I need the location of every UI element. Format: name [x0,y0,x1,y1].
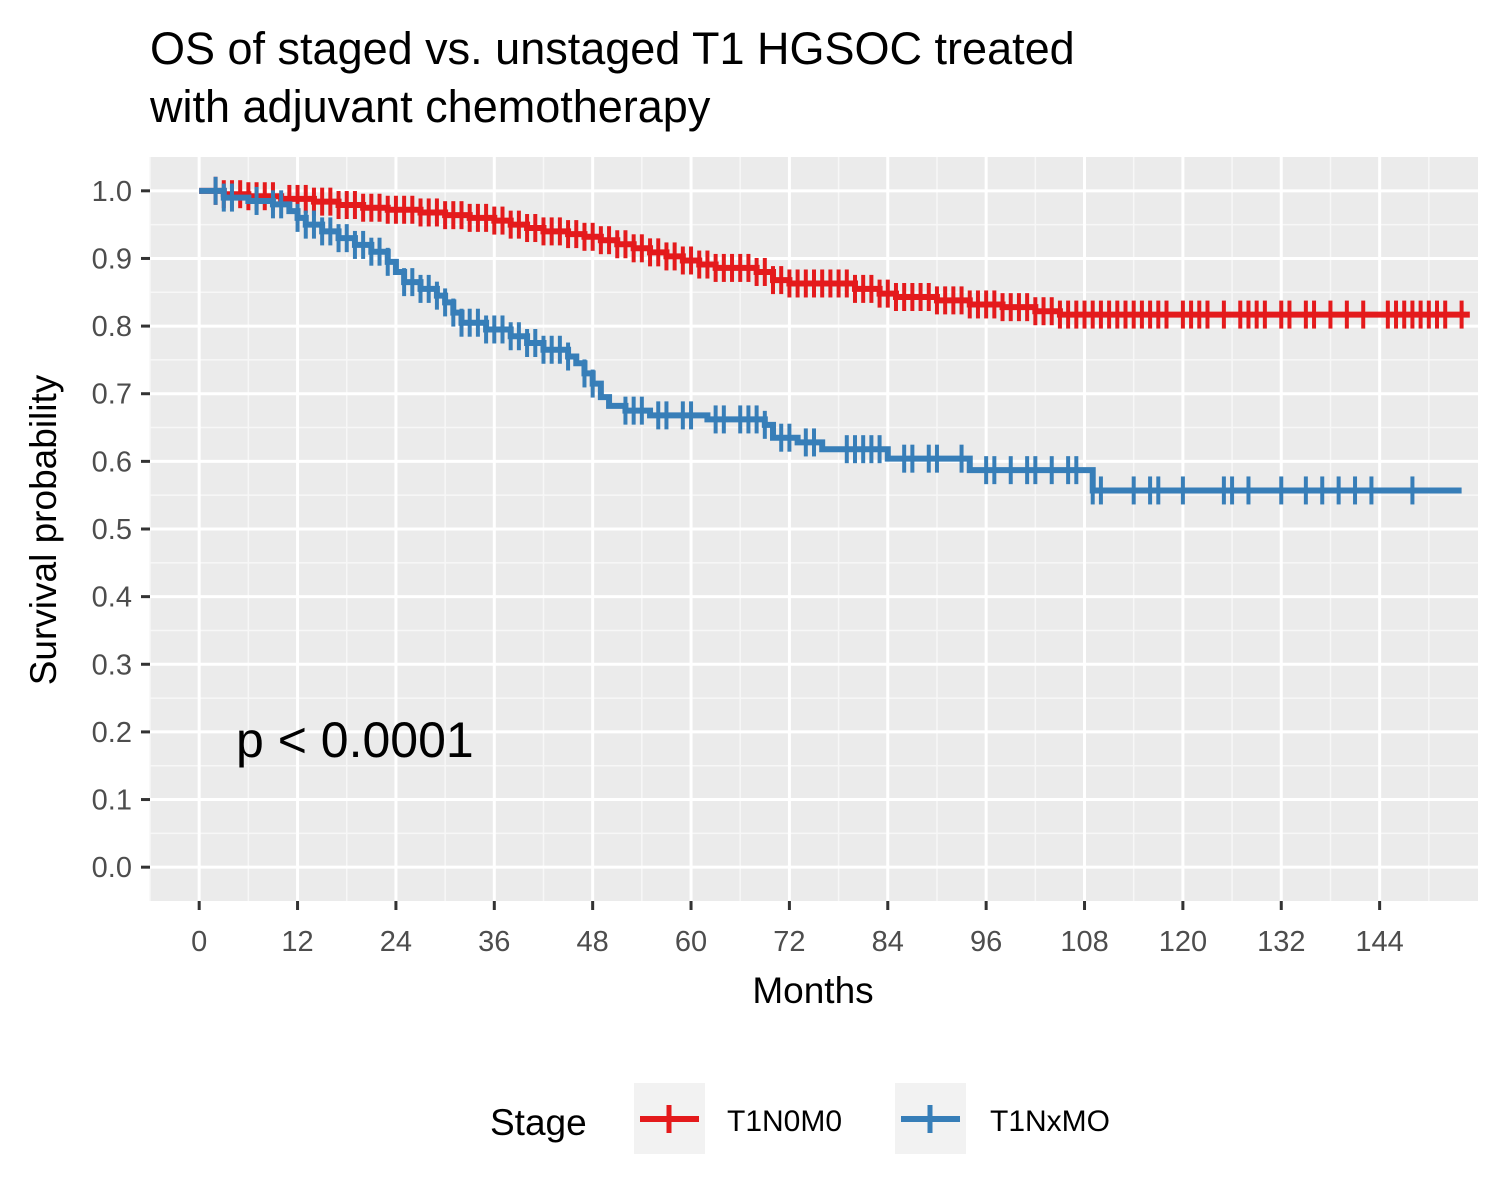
legend: Stage T1N0M0 T1NxMO [490,1083,1110,1154]
x-axis-title: Months [752,970,873,1011]
x-tick-label: 60 [675,926,707,958]
y-tick-label: 1.0 [92,176,132,208]
chart-title-line-2: with adjuvant chemotherapy [149,81,711,132]
x-tick-label: 0 [191,926,207,958]
x-tick-label: 108 [1060,926,1108,958]
censor-marks-t1n0m0 [213,176,1464,329]
y-tick-label: 0.1 [92,785,132,817]
x-tick-label: 84 [872,926,904,958]
x-tick-label: 36 [478,926,510,958]
y-tick-label: 0.7 [92,379,132,411]
y-tick-label: 0.6 [92,446,132,478]
x-tick-label: 120 [1159,926,1207,958]
legend-label-t1nxmo: T1NxMO [990,1105,1110,1138]
y-tick-label: 0.3 [92,649,132,681]
p-value-annotation: p < 0.0001 [236,712,474,768]
x-tick-label: 24 [380,926,412,958]
y-tick-label: 0.9 [92,243,132,275]
y-axis-title: Survival probability [23,374,64,685]
legend-title: Stage [490,1102,587,1143]
chart-title-line-1: OS of staged vs. unstaged T1 HGSOC treat… [150,23,1075,74]
y-tick-label: 0.2 [92,717,132,749]
censor-marks-t1nxmo [213,176,1415,505]
series-layer [199,176,1470,505]
x-tick-label: 72 [773,926,805,958]
axis-ticks: 0 12 24 36 48 60 72 84 96 108 120 132 144 0.0 0.1 0.2 0.… [92,176,1404,958]
x-tick-label: 12 [281,926,313,958]
legend-label-t1n0m0: T1N0M0 [727,1105,842,1138]
y-tick-label: 0.0 [92,852,132,884]
x-tick-label: 144 [1355,926,1403,958]
grid [149,157,1478,901]
y-tick-label: 0.4 [92,582,132,614]
y-tick-label: 0.5 [92,514,132,546]
x-tick-label: 132 [1257,926,1305,958]
y-tick-label: 0.8 [92,311,132,343]
x-tick-label: 96 [970,926,1002,958]
x-tick-label: 48 [577,926,609,958]
